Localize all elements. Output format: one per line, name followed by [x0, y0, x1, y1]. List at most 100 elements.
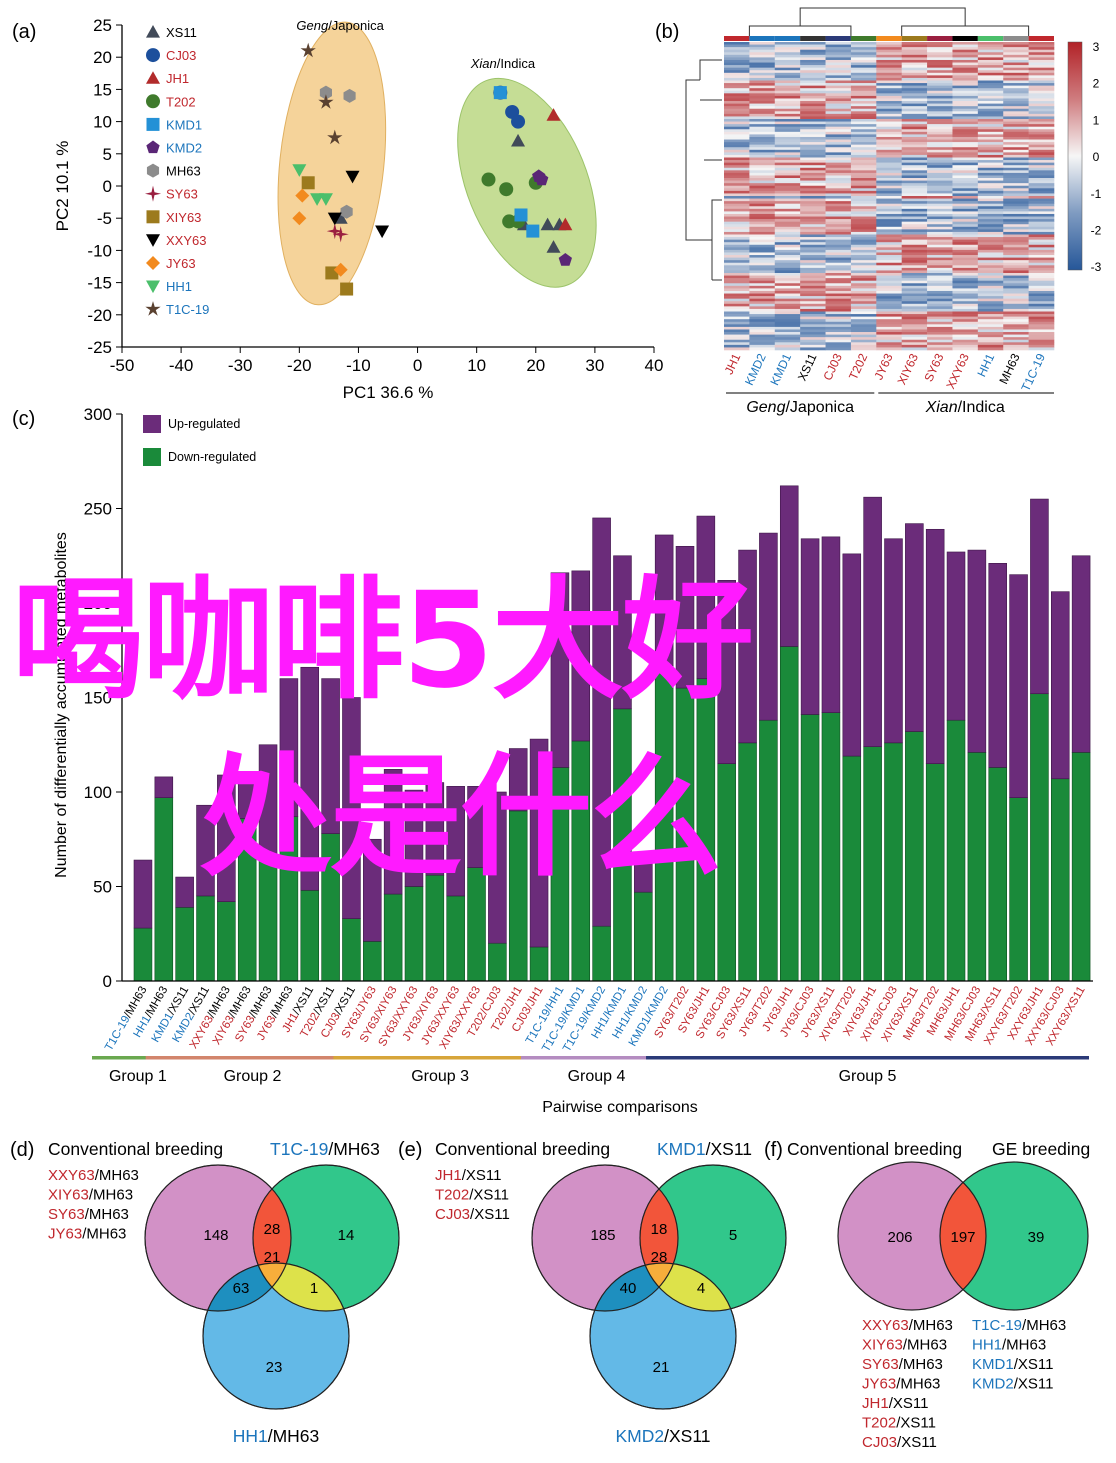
pca-point-hh1 — [310, 193, 325, 206]
heatmap-cell — [749, 244, 776, 248]
heatmap-cell — [927, 62, 953, 66]
heatmap-cell — [774, 147, 801, 151]
heatmap-cell — [901, 242, 928, 246]
heatmap-cell — [1028, 329, 1055, 333]
heatmap-cell — [724, 75, 750, 79]
legend-marker-xiy63 — [146, 210, 160, 224]
heatmap-cell — [800, 293, 826, 297]
heatmap-cell — [800, 62, 826, 66]
heatmap-cell — [749, 311, 776, 315]
x-tick-label: -50 — [110, 356, 135, 375]
heatmap-cell — [749, 224, 776, 228]
heatmap-cell — [850, 285, 877, 289]
heatmap-cell — [774, 160, 801, 163]
heatmap-cell — [825, 180, 852, 184]
heatmap-cell — [1003, 80, 1029, 84]
heatmap-cell — [749, 260, 776, 264]
heatmap-cell — [876, 239, 902, 243]
heatmap-cell — [952, 216, 979, 220]
heatmap-cell — [825, 255, 852, 258]
heatmap-cell — [1028, 314, 1055, 317]
heatmap-cell — [1028, 306, 1055, 310]
heatmap-cell — [724, 172, 750, 176]
heatmap-cell — [927, 65, 953, 68]
heatmap-cell — [850, 160, 877, 163]
heatmap-cell — [825, 193, 852, 197]
heatmap-cell — [1028, 298, 1055, 302]
heatmap-cell — [774, 167, 801, 171]
heatmap-cell — [724, 347, 750, 351]
heatmap-cell — [927, 247, 953, 251]
x-tick-label: -30 — [228, 356, 253, 375]
heatmap-cell — [850, 224, 877, 228]
heatmap-cell — [901, 311, 928, 315]
heatmap-cell — [800, 247, 826, 251]
heatmap-cell — [850, 95, 877, 99]
heatmap-cell — [850, 188, 877, 192]
heatmap-cell — [901, 106, 928, 110]
heatmap-cell — [952, 196, 979, 199]
bar-down-regulated — [1051, 778, 1070, 982]
heatmap-cell — [825, 175, 852, 179]
heatmap-cell — [977, 208, 1004, 212]
heatmap-cell — [825, 329, 852, 333]
heatmap-column-label: KMD1 — [767, 351, 794, 387]
pca-point-mh63 — [319, 85, 332, 100]
bar-down-regulated — [821, 712, 841, 982]
heatmap-cell — [901, 270, 928, 274]
heatmap-cell — [876, 57, 902, 61]
heatmap-cell — [927, 134, 953, 138]
heatmap-cell — [825, 85, 852, 89]
heatmap-cell — [977, 226, 1004, 230]
heatmap-cell — [1028, 178, 1055, 181]
heatmap-cell — [800, 319, 826, 323]
heatmap-cell — [901, 267, 928, 271]
heatmap-cell — [825, 342, 852, 346]
heatmap-cell — [1003, 131, 1029, 135]
venn-f-left-item: XIY63/MH63 — [862, 1337, 947, 1354]
heatmap-cell — [876, 290, 902, 294]
heatmap-cell — [977, 165, 1004, 169]
heatmap-cell — [825, 237, 852, 240]
heatmap-cell — [952, 342, 979, 346]
heatmap-cell — [1003, 252, 1029, 256]
heatmap-cell — [977, 65, 1004, 68]
heatmap-cell — [927, 80, 953, 84]
heatmap-cell — [952, 188, 979, 192]
heatmap-cell — [774, 119, 801, 122]
heatmap-cell — [749, 198, 776, 202]
legend-label-up: Up-regulated — [168, 417, 240, 431]
pca-point-t202 — [499, 182, 514, 197]
heatmap-cell — [1003, 65, 1029, 68]
heatmap-cell — [774, 247, 801, 251]
heatmap-cell — [774, 75, 801, 79]
x-tick-label: 20 — [526, 356, 545, 375]
heatmap-cell — [850, 106, 877, 110]
heatmap-cell — [825, 106, 852, 110]
heatmap-cell — [977, 257, 1004, 261]
panel-label-f: (f) — [764, 1139, 783, 1161]
heatmap-cell — [901, 275, 928, 279]
bar-down-regulated — [717, 763, 736, 982]
pca-point-xiy63 — [301, 176, 315, 190]
heatmap-cell — [749, 136, 776, 140]
heatmap-cell — [724, 170, 750, 174]
heatmap-cell — [825, 226, 852, 230]
heatmap-cell — [825, 139, 852, 143]
heatmap-cell — [1028, 273, 1055, 276]
heatmap-cell — [952, 165, 979, 169]
heatmap-cell — [850, 119, 877, 122]
heatmap-cell — [749, 206, 776, 210]
heatmap-cell — [850, 301, 877, 305]
overlap-ac — [590, 1263, 678, 1311]
heatmap-cell — [850, 75, 877, 79]
heatmap-cell — [977, 160, 1004, 163]
heatmap-cell — [1003, 213, 1029, 217]
heatmap-cell — [724, 247, 750, 251]
heatmap-cell — [1003, 247, 1029, 251]
pca-point-t202 — [481, 172, 496, 187]
heatmap-cell — [850, 183, 877, 187]
heatmap-cell — [749, 329, 776, 333]
heatmap-cell — [927, 119, 953, 122]
heatmap-cell — [1003, 326, 1029, 330]
